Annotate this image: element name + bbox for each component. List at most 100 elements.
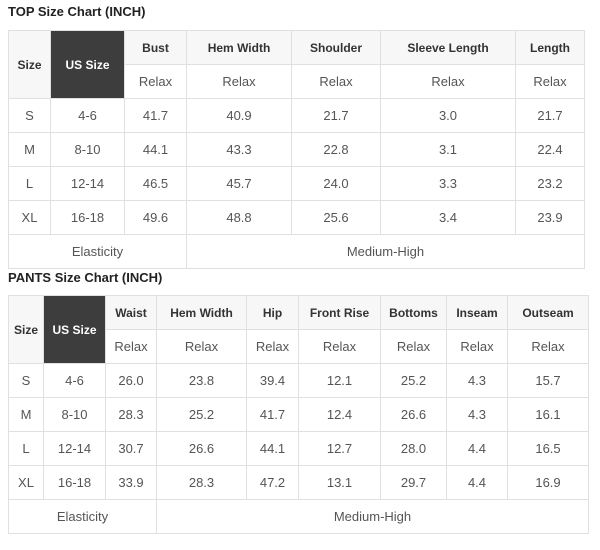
table-cell: 30.7 xyxy=(105,431,157,466)
table-cell: L xyxy=(8,166,51,201)
table-cell: 21.7 xyxy=(291,98,381,133)
subheader-row: Relax Relax Relax Relax Relax Relax Relax xyxy=(9,329,589,364)
relax-label: Relax xyxy=(186,64,292,99)
column-header: Hem Width xyxy=(186,30,292,65)
table-cell: 39.4 xyxy=(246,363,299,398)
table-cell: 3.4 xyxy=(380,200,516,235)
table-cell: 4-6 xyxy=(43,363,106,398)
table-cell: 12.1 xyxy=(298,363,381,398)
table-cell: M xyxy=(8,397,44,432)
table-row: M 8-10 28.3 25.2 41.7 12.4 26.6 4.3 16.1 xyxy=(8,397,589,432)
table-cell: 49.6 xyxy=(124,200,187,235)
table-cell: 16-18 xyxy=(43,465,106,500)
table-cell: 4.4 xyxy=(446,431,508,466)
table-row: XL 16-18 33.9 28.3 47.2 13.1 29.7 4.4 16.9 xyxy=(8,465,589,500)
table-cell: 43.3 xyxy=(186,132,292,167)
table-cell: 22.4 xyxy=(515,132,585,167)
us-size-header: US Size xyxy=(43,295,106,364)
table-cell: 28.3 xyxy=(156,465,247,500)
relax-label: Relax xyxy=(291,64,381,99)
table-cell: 3.0 xyxy=(380,98,516,133)
elasticity-value: Medium-High xyxy=(156,499,589,534)
column-header: Outseam xyxy=(507,295,589,330)
relax-label: Relax xyxy=(246,329,299,364)
table-cell: 8-10 xyxy=(50,132,125,167)
table-cell: 23.9 xyxy=(515,200,585,235)
table-cell: 4-6 xyxy=(50,98,125,133)
table-cell: M xyxy=(8,132,51,167)
column-header: Shoulder xyxy=(291,30,381,65)
table-cell: 41.7 xyxy=(246,397,299,432)
column-header: Length xyxy=(515,30,585,65)
table-cell: XL xyxy=(8,465,44,500)
table-cell: 48.8 xyxy=(186,200,292,235)
table-cell: 47.2 xyxy=(246,465,299,500)
subheader-row: Relax Relax Relax Relax Relax xyxy=(9,64,585,99)
table-cell: 25.2 xyxy=(156,397,247,432)
top-size-table: Size US Size Bust Hem Width Shoulder Sleeve L… xyxy=(8,30,585,269)
table-cell: 41.7 xyxy=(124,98,187,133)
table-cell: 8-10 xyxy=(43,397,106,432)
column-header: Front Rise xyxy=(298,295,381,330)
table-cell: 15.7 xyxy=(507,363,589,398)
table-cell: 16.1 xyxy=(507,397,589,432)
table-cell: 4.3 xyxy=(446,397,508,432)
table-cell: 13.1 xyxy=(298,465,381,500)
table-cell: 26.0 xyxy=(105,363,157,398)
relax-label: Relax xyxy=(380,64,516,99)
relax-label: Relax xyxy=(156,329,247,364)
table-cell: 28.0 xyxy=(380,431,447,466)
pants-size-table: Size US Size Waist Hem Width Hip Front Rise Bo… xyxy=(8,295,589,534)
relax-label: Relax xyxy=(298,329,381,364)
table-row: L 12-14 46.5 45.7 24.0 3.3 23.2 xyxy=(8,166,585,201)
table-cell: 26.6 xyxy=(156,431,247,466)
elasticity-row: Elasticity Medium-High xyxy=(8,234,585,269)
column-header: Bottoms xyxy=(380,295,447,330)
header-row: Size US Size Waist Hem Width Hip Front Rise Bo… xyxy=(8,295,589,364)
table-cell: 23.8 xyxy=(156,363,247,398)
relax-label: Relax xyxy=(105,329,157,364)
table-row: S 4-6 26.0 23.8 39.4 12.1 25.2 4.3 15.7 xyxy=(8,363,589,398)
table-row: S 4-6 41.7 40.9 21.7 3.0 21.7 xyxy=(8,98,585,133)
column-header: Bust xyxy=(124,30,187,65)
column-header: Hip xyxy=(246,295,299,330)
table-cell: 25.6 xyxy=(291,200,381,235)
table-row: M 8-10 44.1 43.3 22.8 3.1 22.4 xyxy=(8,132,585,167)
table-cell: 26.6 xyxy=(380,397,447,432)
table-row: XL 16-18 49.6 48.8 25.6 3.4 23.9 xyxy=(8,200,585,235)
size-header: Size xyxy=(8,30,51,99)
pants-chart-title: PANTS Size Chart (INCH) xyxy=(8,270,163,285)
relax-label: Relax xyxy=(446,329,508,364)
column-header: Waist xyxy=(105,295,157,330)
table-cell: 22.8 xyxy=(291,132,381,167)
elasticity-label: Elasticity xyxy=(8,234,187,269)
us-size-header: US Size xyxy=(50,30,125,99)
header-row: Size US Size Bust Hem Width Shoulder Sleeve L… xyxy=(8,30,585,99)
elasticity-value: Medium-High xyxy=(186,234,585,269)
relax-label: Relax xyxy=(515,64,585,99)
table-cell: 45.7 xyxy=(186,166,292,201)
table-cell: 12.7 xyxy=(298,431,381,466)
table-cell: 12-14 xyxy=(43,431,106,466)
column-header: Inseam xyxy=(446,295,508,330)
table-cell: 23.2 xyxy=(515,166,585,201)
size-header: Size xyxy=(8,295,44,364)
table-cell: 12-14 xyxy=(50,166,125,201)
table-cell: S xyxy=(8,98,51,133)
table-cell: 33.9 xyxy=(105,465,157,500)
table-cell: 40.9 xyxy=(186,98,292,133)
table-cell: 12.4 xyxy=(298,397,381,432)
table-cell: 29.7 xyxy=(380,465,447,500)
table-cell: 3.3 xyxy=(380,166,516,201)
table-cell: 44.1 xyxy=(124,132,187,167)
table-cell: 3.1 xyxy=(380,132,516,167)
table-cell: 46.5 xyxy=(124,166,187,201)
table-cell: L xyxy=(8,431,44,466)
table-cell: 21.7 xyxy=(515,98,585,133)
table-row: L 12-14 30.7 26.6 44.1 12.7 28.0 4.4 16.5 xyxy=(8,431,589,466)
table-cell: XL xyxy=(8,200,51,235)
column-header: Hem Width xyxy=(156,295,247,330)
elasticity-row: Elasticity Medium-High xyxy=(8,499,589,534)
relax-label: Relax xyxy=(380,329,447,364)
column-header: Sleeve Length xyxy=(380,30,516,65)
